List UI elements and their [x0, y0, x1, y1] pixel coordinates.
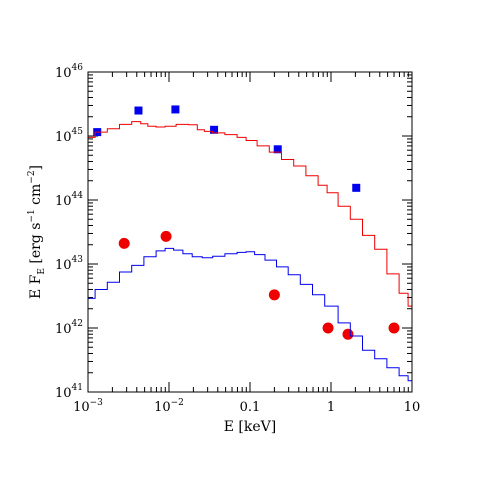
x-tick-label-exp: −3: [90, 398, 104, 408]
y-tick-label-base: 10: [55, 386, 72, 401]
y-tick-label-base: 10: [55, 322, 72, 337]
y-tick-label-exp: 45: [72, 127, 84, 137]
square-marker: [134, 106, 143, 115]
y-tick-label-exp: 41: [72, 383, 83, 393]
circle-marker: [342, 328, 354, 340]
x-axis-label-text: E [keV]: [224, 419, 276, 435]
y-label-mid: [erg s: [28, 223, 44, 269]
x-tick-label: 10−3: [73, 398, 103, 415]
y-tick-label-exp: 46: [72, 63, 84, 73]
series-layer: [88, 105, 412, 382]
y-tick-label-base: 10: [55, 258, 72, 273]
y-axis-label: E FE [erg s−1 cm−2]: [27, 165, 47, 299]
y-tick-label: 1045: [55, 127, 83, 145]
square-marker: [171, 105, 180, 114]
x-tick-label: 10: [404, 400, 421, 415]
y-tick-label: 1046: [55, 63, 83, 81]
y-label-end: ]: [28, 165, 44, 170]
y-tick-label-base: 10: [55, 194, 72, 209]
y-tick-label-exp: 44: [72, 191, 84, 201]
circle-marker: [118, 237, 130, 249]
x-axis-label: E [keV]: [224, 419, 276, 435]
x-tick-label: 0.1: [240, 400, 261, 415]
y-label-mid2: cm: [28, 184, 44, 210]
x-tick-label: 10−2: [154, 398, 184, 415]
y-label-sup1: −1: [27, 209, 37, 222]
x-tick-label-exp: −2: [171, 398, 184, 408]
y-tick-label: 1043: [55, 255, 83, 273]
square-marker: [210, 125, 219, 134]
square-marker: [273, 145, 282, 154]
series-line-2: [88, 121, 412, 307]
x-tick-label-base: 10: [154, 400, 171, 415]
y-tick-label-base: 10: [55, 66, 72, 81]
y-label-sub: E: [37, 268, 47, 275]
y-tick-label-exp: 43: [72, 255, 84, 265]
y-label-base: E F: [28, 274, 44, 299]
circle-marker: [322, 322, 334, 334]
y-tick-label: 1042: [55, 319, 83, 337]
y-tick-label-exp: 42: [72, 319, 83, 329]
plot-frame: [87, 71, 413, 393]
circle-marker: [160, 230, 172, 242]
y-tick-label-base: 10: [55, 130, 72, 145]
square-marker: [352, 183, 361, 192]
circle-marker: [268, 289, 280, 301]
x-tick-label-base: 10: [73, 400, 90, 415]
y-tick-label: 1041: [55, 383, 83, 401]
y-label-sup2: −2: [27, 170, 37, 183]
y-tick-label: 1044: [55, 191, 83, 209]
x-tick-label: 1: [327, 400, 335, 415]
series-line-3: [88, 247, 412, 382]
circle-marker: [388, 322, 400, 334]
